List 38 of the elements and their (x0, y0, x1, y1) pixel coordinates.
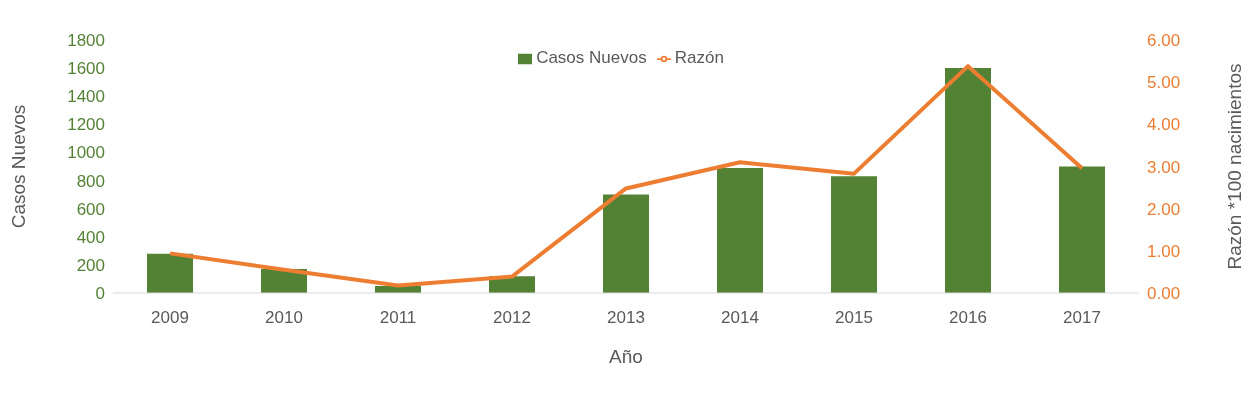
y-tick-label: 0 (95, 284, 105, 304)
x-tick-label: 2015 (835, 308, 873, 328)
line-series (168, 64, 1084, 288)
x-tick-label: 2013 (607, 308, 645, 328)
x-tick-label: 2016 (949, 308, 987, 328)
y2-tick-label: 0.00 (1147, 284, 1181, 304)
legend-label: Razón (674, 48, 724, 67)
legend-label: Casos Nuevos (536, 48, 647, 67)
x-tick-label: 2017 (1063, 308, 1101, 328)
bar (1059, 166, 1105, 293)
y-tick-label: 1000 (67, 143, 105, 163)
y-tick-label: 600 (76, 199, 105, 219)
y-tick-label: 1200 (67, 115, 105, 135)
y-tick-label: 1400 (67, 87, 105, 107)
x-tick-label: 2012 (493, 308, 531, 328)
y2-tick-label: 5.00 (1147, 73, 1181, 93)
bar (147, 253, 193, 293)
y-tick-label: 1600 (67, 59, 105, 79)
y2-tick-label: 3.00 (1147, 157, 1181, 177)
bar (831, 176, 877, 293)
y-tick-label: 400 (76, 227, 105, 247)
x-tick-label: 2014 (721, 308, 759, 328)
x-axis-title: Año (609, 346, 643, 367)
bar (717, 167, 763, 293)
bar (603, 194, 649, 293)
y-tick-label: 200 (76, 255, 105, 275)
y2-tick-label: 4.00 (1147, 115, 1181, 135)
y-tick-label: 800 (76, 171, 105, 191)
y2-tick-label: 1.00 (1147, 241, 1181, 261)
x-tick-label: 2011 (379, 308, 417, 328)
y2-tick-label: 2.00 (1147, 199, 1181, 219)
x-tick-label: 2009 (151, 308, 189, 328)
y2-tick-label: 6.00 (1147, 31, 1181, 51)
x-tick-label: 2010 (265, 308, 303, 328)
y-tick-label: 1800 (67, 31, 105, 51)
y2-axis-title: Razón *100 nacimientos (1223, 63, 1245, 270)
bar (945, 68, 991, 293)
y-axis-title: Casos Nuevos (7, 104, 29, 229)
